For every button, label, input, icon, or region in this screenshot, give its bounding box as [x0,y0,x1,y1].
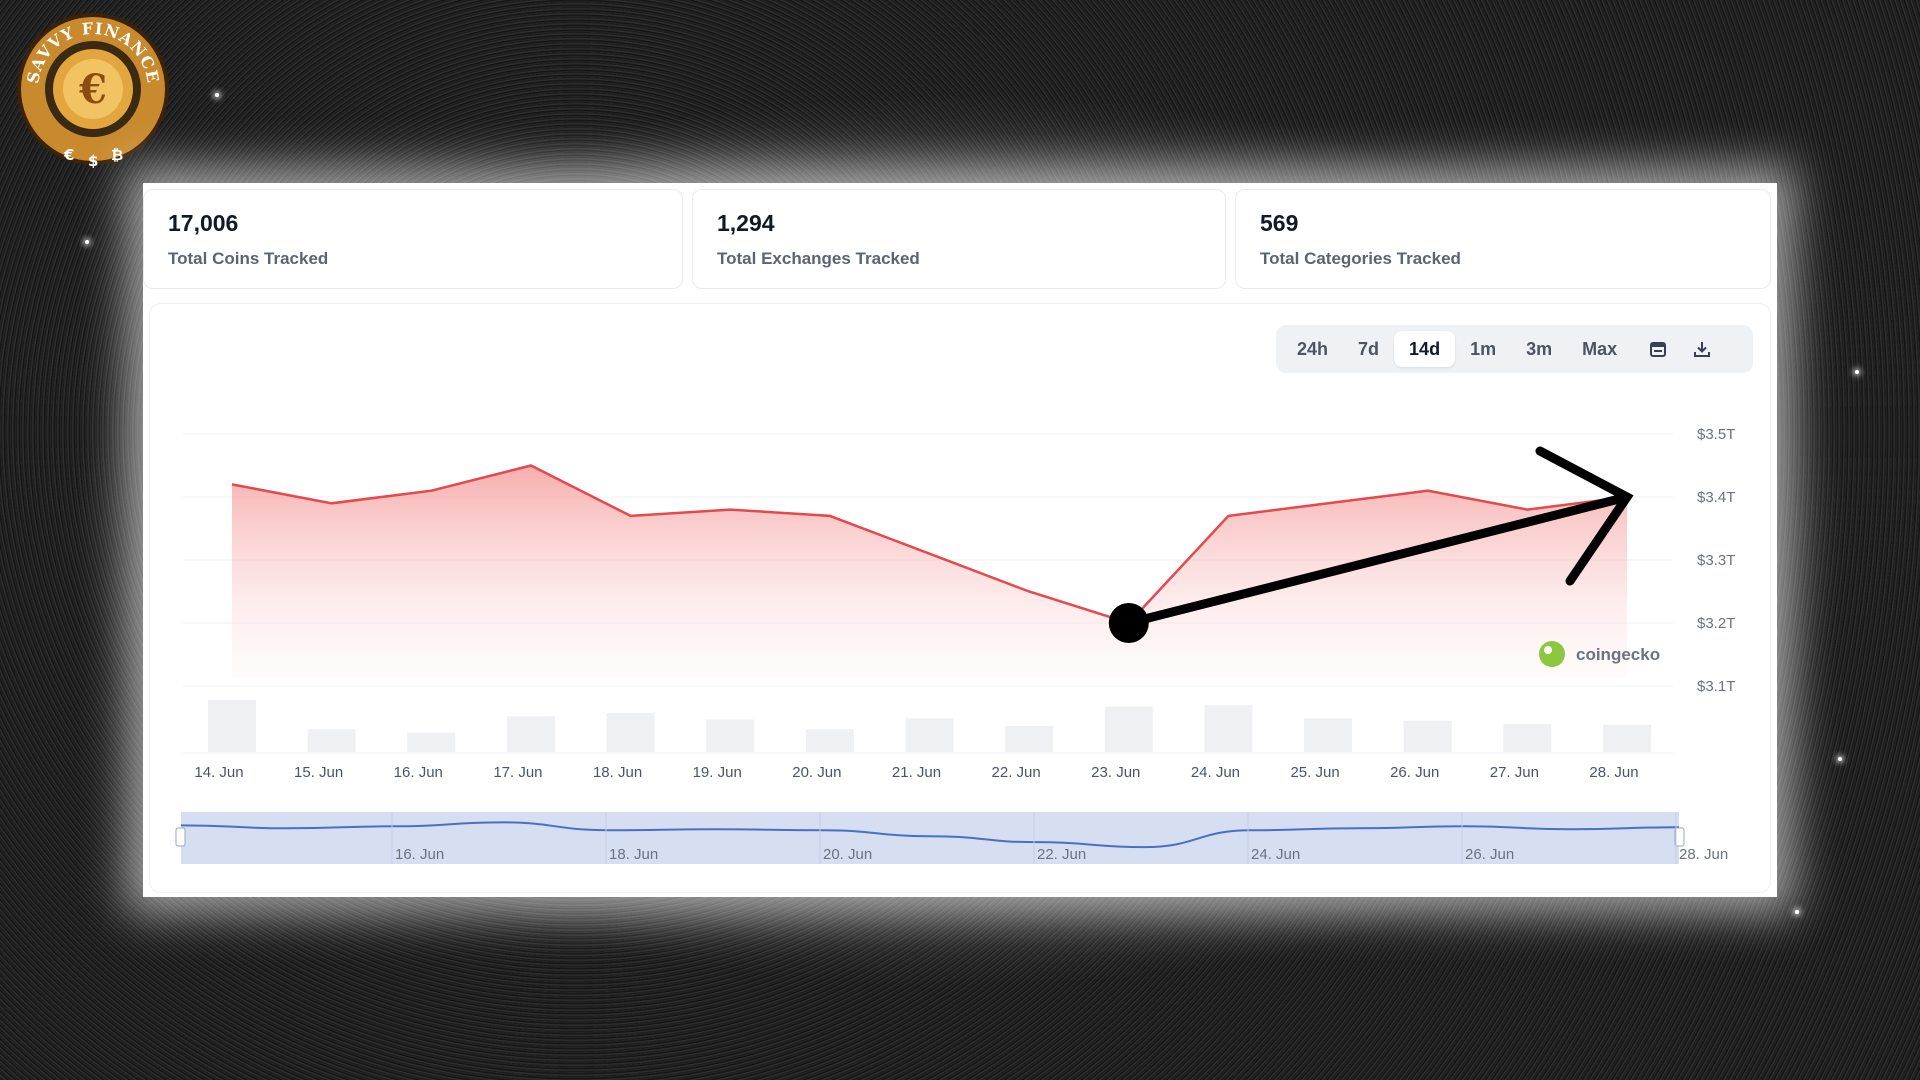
download-icon[interactable] [1684,331,1720,367]
x-tick-label: 23. Jun [1091,764,1140,781]
navigator-right-handle[interactable] [1674,827,1685,847]
stat-label: Total Categories Tracked [1260,249,1461,268]
x-tick-label: 14. Jun [194,764,243,781]
stat-value: 17,006 [168,210,239,236]
trend-arrow-annotation [1108,446,1634,643]
calendar-icon[interactable] [1640,331,1676,367]
x-tick-label: 22. Jun [992,764,1041,781]
volume-bar [1104,706,1153,752]
volume-bar [1005,726,1054,752]
volume-bar [208,700,256,752]
y-tick-label: $3.2T [1697,615,1735,632]
navigator-line [180,821,1680,849]
timeframe-selector: 24h 7d 14d 1m 3m Max [1276,325,1753,373]
logo-euro-symbol: € [78,66,107,113]
volume-bar [805,729,854,752]
navigator-range[interactable] [181,812,1679,864]
stat-card-exchanges: 1,294 Total Exchanges Tracked [692,189,1226,289]
volume-bar [506,716,555,752]
x-tick-label: 21. Jun [892,764,941,781]
navigator-tick-label: 20. Jun [823,846,872,863]
x-tick-label: 19. Jun [693,764,742,781]
timeframe-1m[interactable]: 1m [1470,339,1497,359]
stat-label: Total Coins Tracked [168,249,329,268]
x-tick-label: 28. Jun [1589,764,1638,781]
x-tick-label: 18. Jun [593,764,642,781]
navigator-tick-label: 16. Jun [395,846,444,863]
timeframe-7d[interactable]: 7d [1358,339,1380,359]
navigator-tick-label: 18. Jun [609,846,658,863]
market-overview-panel: 17,006 Total Coins Tracked 1,294 Total E… [143,183,1777,897]
volume-bar [407,732,456,752]
y-tick-label: $3.1T [1697,678,1735,695]
x-tick-label: 25. Jun [1290,764,1339,781]
volume-bar [1503,724,1552,752]
star-sparkle [85,240,89,244]
volume-bar [1603,724,1651,752]
x-tick-label: 17. Jun [493,764,542,781]
timeframe-max[interactable]: Max [1582,339,1618,359]
coingecko-watermark: coingecko [1539,641,1660,667]
y-tick-label: $3.5T [1697,426,1735,443]
stat-card-coins: 17,006 Total Coins Tracked [143,189,683,289]
x-tick-label: 26. Jun [1390,764,1439,781]
volume-bar [1304,718,1353,752]
navigator-tick-label: 28. Jun [1679,846,1728,863]
stat-value: 569 [1260,210,1299,236]
navigator-tick-label: 26. Jun [1465,846,1514,863]
star-sparkle [1855,370,1859,374]
stat-label: Total Exchanges Tracked [717,249,920,268]
x-tick-label: 20. Jun [792,764,841,781]
navigator-left-handle[interactable] [175,827,186,847]
x-tick-label: 15. Jun [294,764,343,781]
volume-bar [1403,720,1452,752]
volume-bar [1204,705,1253,752]
stat-card-categories: 569 Total Categories Tracked [1235,189,1771,289]
volume-bar [706,719,755,752]
volume-bar [905,718,954,752]
market-cap-line [231,464,1628,625]
svg-text:₿: ₿ [111,146,123,164]
timeframe-24h[interactable]: 24h [1297,339,1329,359]
x-tick-label: 16. Jun [394,764,443,781]
star-sparkle [1795,910,1799,914]
x-tick-label: 27. Jun [1490,764,1539,781]
volume-bar [307,729,356,752]
annotation-arrow-shaft [1124,492,1632,628]
timeframe-3m[interactable]: 3m [1526,339,1553,359]
volume-bar [606,713,655,752]
chart-navigator[interactable]: 16. Jun 18. Jun 20. Jun 22. Jun 24. Jun 26. J… [175,812,1728,864]
annotation-arrow-head [1535,446,1634,586]
y-tick-label: $3.3T [1697,552,1735,569]
svg-text:$: $ [88,152,98,168]
watermark-text: coingecko [1576,645,1660,664]
svg-text:€: € [63,146,74,164]
timeframe-14d[interactable]: 14d [1394,331,1456,367]
x-tick-label: 24. Jun [1191,764,1240,781]
market-cap-chart-card [149,303,1771,893]
navigator-tick-label: 24. Jun [1251,846,1300,863]
market-cap-area [232,465,1627,678]
y-tick-label: $3.4T [1697,489,1735,506]
star-sparkle [215,93,219,97]
star-sparkle [1838,757,1842,761]
navigator-tick-label: 22. Jun [1037,846,1086,863]
savvy-finance-logo: € SAVVY FINANCE € $ ₿ [17,13,169,168]
stat-value: 1,294 [717,210,775,236]
market-cap-chart: $3.1T $3.2T $3.3T $3.4T $3.5T 14. Jun 15. Jun… [175,426,1735,864]
